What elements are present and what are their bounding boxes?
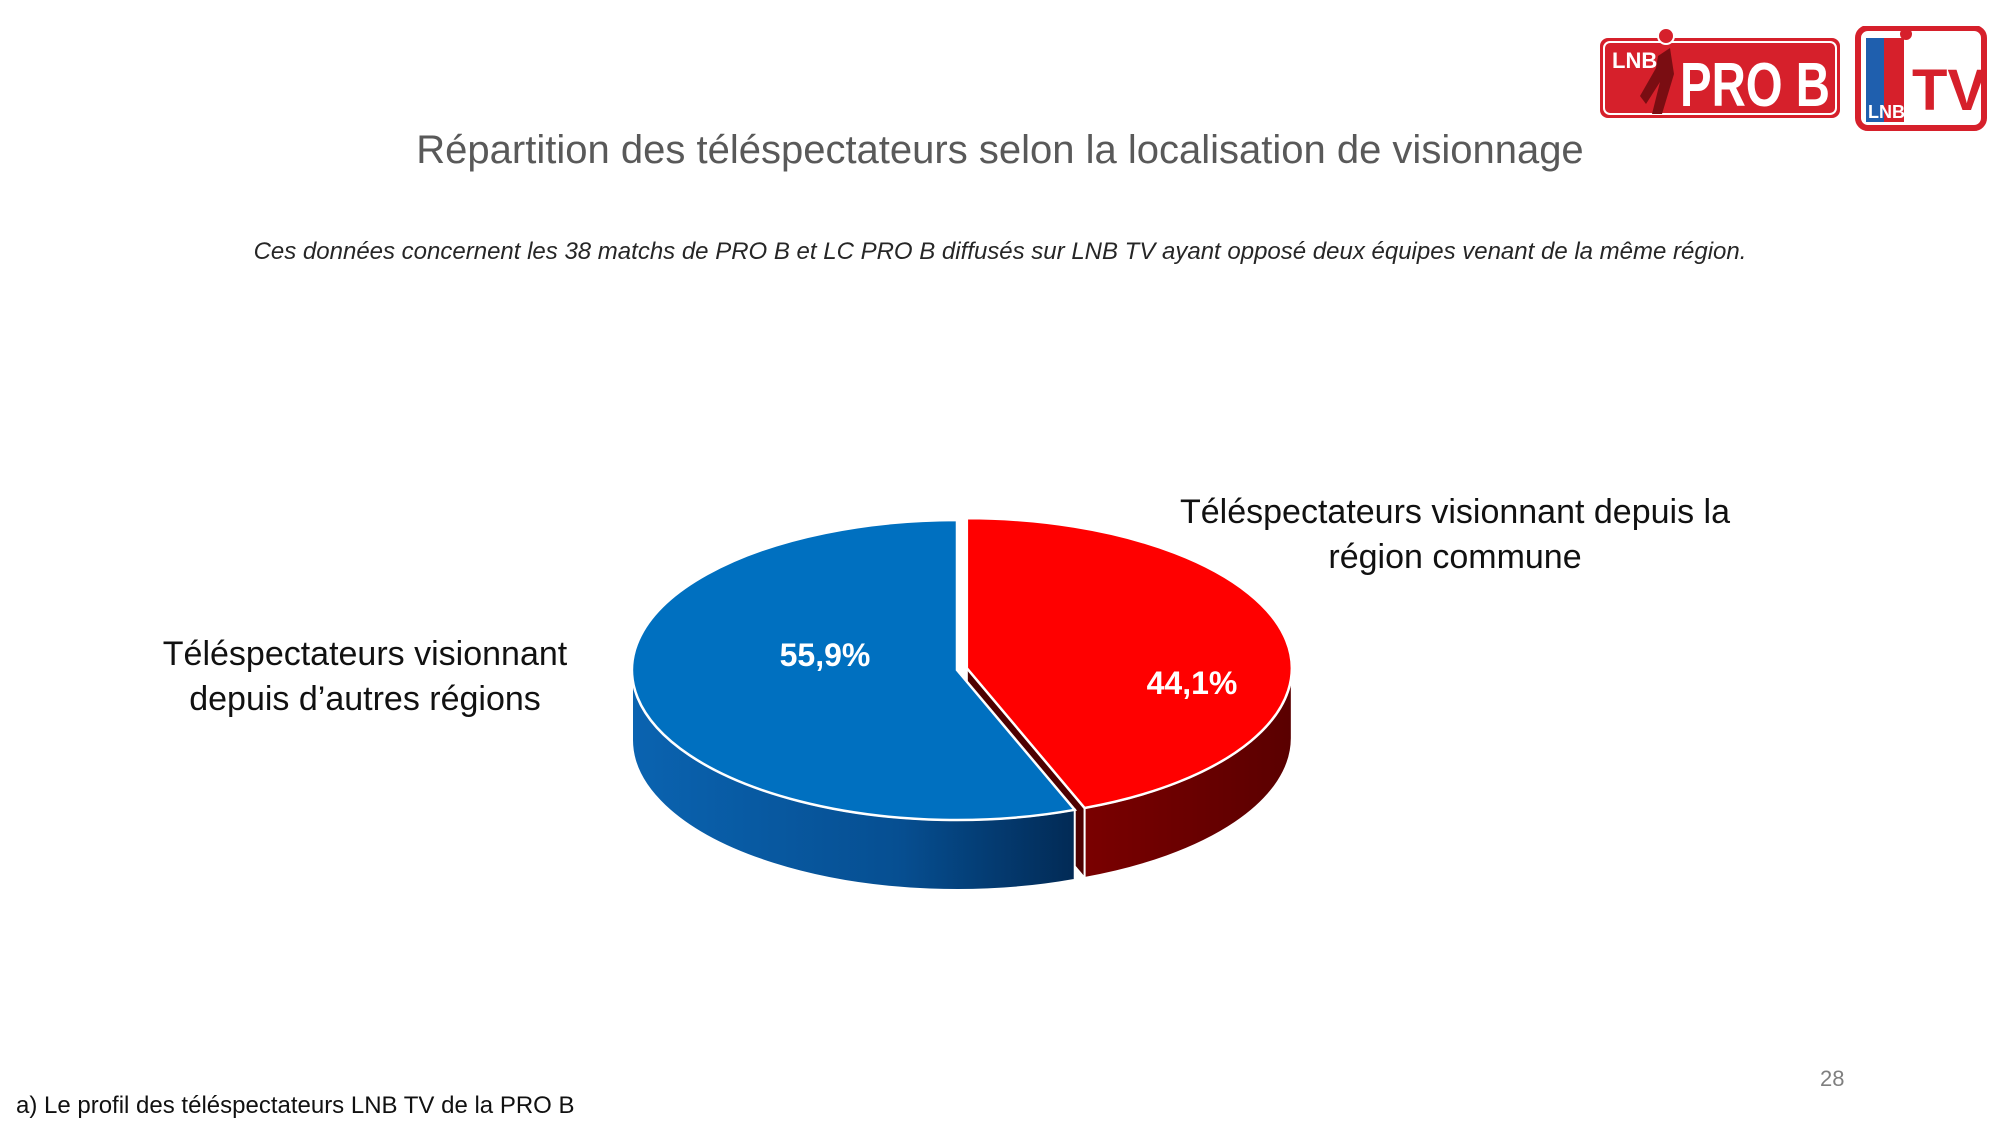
chart-title: Répartition des téléspectateurs selon la… <box>416 128 1584 172</box>
pie-slice-common-region-top <box>965 516 1294 810</box>
logo-pro-b-text: PRO B <box>1680 51 1830 120</box>
logo-lnb-text: LNB <box>1612 48 1657 73</box>
pie-slice-other-regions <box>630 518 1078 891</box>
logo-tv-text: TV <box>1912 58 1986 123</box>
slice-label-other-regions: Téléspectateurs visionnant depuis d’autr… <box>162 635 568 718</box>
lnb-pro-b-logo: LNB PRO B <box>1600 27 1840 120</box>
slice-value-label-red: 44,1% <box>1147 665 1238 701</box>
logos: LNB PRO B LNB TV <box>1600 26 1987 131</box>
page-number: 28 <box>1820 1066 1845 1091</box>
pie-slice-other-regions-top <box>630 518 1078 822</box>
footer-section-title: a) Le profil des téléspectateurs LNB TV … <box>16 1092 575 1119</box>
lnb-tv-logo: LNB TV <box>1855 26 1987 131</box>
basketball-player-icon <box>1640 27 1675 114</box>
logo-tv-lnb-text: LNB <box>1868 102 1905 122</box>
slice-label-common-region: Téléspectateurs visionnant depuis la rég… <box>1180 493 1730 576</box>
slice-value-label-blue: 55,9% <box>780 637 871 673</box>
chart-subtitle: Ces données concernent les 38 matchs de … <box>253 238 1747 265</box>
